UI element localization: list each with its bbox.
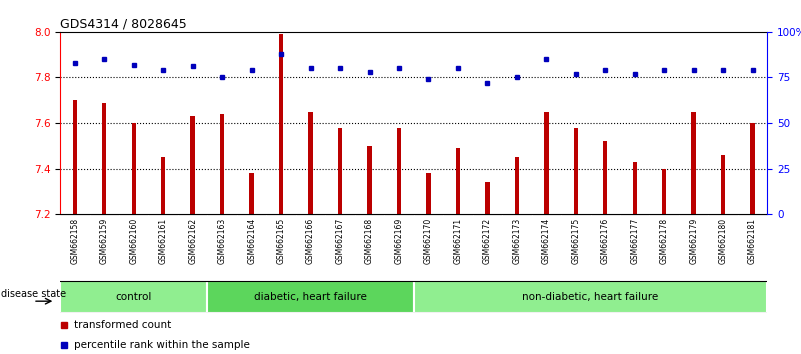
Bar: [60, 281, 207, 313]
Bar: [633, 162, 637, 214]
Text: GSM662159: GSM662159: [100, 217, 109, 264]
Text: GSM662178: GSM662178: [660, 217, 669, 264]
Bar: [751, 123, 755, 214]
Text: disease state: disease state: [2, 289, 66, 298]
Text: GSM662175: GSM662175: [571, 217, 580, 264]
Text: percentile rank within the sample: percentile rank within the sample: [74, 340, 250, 350]
Bar: [308, 112, 312, 214]
Text: GSM662171: GSM662171: [453, 217, 462, 264]
Text: GSM662180: GSM662180: [718, 217, 727, 264]
Bar: [662, 169, 666, 214]
Bar: [396, 127, 401, 214]
Bar: [191, 116, 195, 214]
Bar: [102, 103, 107, 214]
Bar: [73, 100, 77, 214]
Text: GSM662169: GSM662169: [394, 217, 404, 264]
Bar: [485, 182, 489, 214]
Text: GSM662167: GSM662167: [336, 217, 344, 264]
Text: GSM662172: GSM662172: [483, 217, 492, 264]
Bar: [544, 112, 549, 214]
Text: control: control: [115, 292, 152, 302]
Bar: [603, 141, 607, 214]
Text: GSM662163: GSM662163: [218, 217, 227, 264]
Text: GSM662179: GSM662179: [689, 217, 698, 264]
Bar: [161, 157, 166, 214]
Text: GSM662166: GSM662166: [306, 217, 315, 264]
Text: GSM662181: GSM662181: [748, 217, 757, 263]
Text: GSM662160: GSM662160: [129, 217, 139, 264]
Text: GSM662176: GSM662176: [601, 217, 610, 264]
Bar: [515, 157, 519, 214]
Text: transformed count: transformed count: [74, 320, 171, 330]
Text: diabetic, heart failure: diabetic, heart failure: [254, 292, 367, 302]
Bar: [691, 112, 696, 214]
Text: non-diabetic, heart failure: non-diabetic, heart failure: [522, 292, 658, 302]
Text: GSM662162: GSM662162: [188, 217, 197, 264]
Bar: [413, 281, 767, 313]
Bar: [279, 34, 284, 214]
Text: GSM662161: GSM662161: [159, 217, 167, 264]
Bar: [207, 281, 413, 313]
Text: GSM662174: GSM662174: [541, 217, 551, 264]
Bar: [574, 127, 578, 214]
Bar: [721, 155, 726, 214]
Bar: [456, 148, 460, 214]
Bar: [338, 127, 342, 214]
Bar: [426, 173, 431, 214]
Text: GDS4314 / 8028645: GDS4314 / 8028645: [60, 18, 187, 31]
Text: GSM662165: GSM662165: [276, 217, 286, 264]
Text: GSM662158: GSM662158: [70, 217, 79, 264]
Text: GSM662177: GSM662177: [630, 217, 639, 264]
Bar: [368, 146, 372, 214]
Bar: [220, 114, 224, 214]
Text: GSM662173: GSM662173: [513, 217, 521, 264]
Bar: [249, 173, 254, 214]
Text: GSM662168: GSM662168: [365, 217, 374, 264]
Text: GSM662164: GSM662164: [248, 217, 256, 264]
Bar: [131, 123, 136, 214]
Text: GSM662170: GSM662170: [424, 217, 433, 264]
